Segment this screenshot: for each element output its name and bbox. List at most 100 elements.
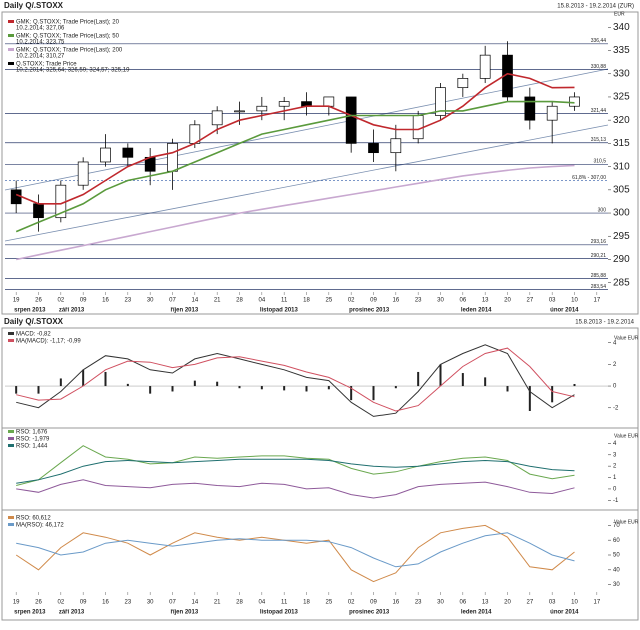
histogram-bar: [461, 373, 464, 387]
panel-subtitle: 15.8.2013 - 19.2.2014: [575, 320, 634, 326]
y-tick-label: -2: [613, 405, 619, 411]
histogram-bar: [573, 383, 576, 387]
x-tick-label: 17: [593, 298, 600, 304]
legend-entry: RSO: 1,676: [16, 430, 48, 436]
series-line: [16, 479, 575, 499]
legend-entry: MA(RSO): 46,172: [16, 523, 64, 529]
x-tick-label: 02: [348, 600, 355, 606]
y-tick-label: 325: [613, 92, 630, 103]
x-group-label: prosinec 2013: [349, 308, 390, 314]
x-tick-label: 02: [57, 600, 64, 606]
y-axis-label: Value EUR: [614, 519, 639, 525]
level-label: 330,88: [591, 64, 607, 70]
y-tick-label: 330: [613, 68, 630, 79]
candle-body: [77, 161, 89, 186]
histogram-bar: [506, 386, 509, 392]
legend-entry: GMK: Q.STOXX; Trade Price(Last); 20: [16, 20, 120, 26]
x-tick-label: 09: [80, 600, 87, 606]
x-tick-label: 28: [236, 298, 243, 304]
x-tick-label: 25: [325, 298, 332, 304]
series-line: [16, 347, 575, 412]
y-tick-label: 0: [613, 384, 617, 390]
y-axis-label: Value EUR: [614, 335, 639, 341]
series-line: [16, 164, 575, 261]
y-tick-label: 335: [613, 45, 630, 56]
x-tick-label: 25: [325, 600, 332, 606]
y-tick-label: 60: [613, 538, 620, 544]
x-tick-label: 23: [124, 298, 131, 304]
x-tick-label: 19: [13, 298, 20, 304]
x-tick-label: 23: [415, 600, 422, 606]
candle-body: [100, 147, 111, 163]
candle-body: [368, 143, 379, 154]
panel-frame: [1, 427, 639, 511]
legend-swatch: [8, 516, 14, 519]
y-tick-label: 310: [613, 161, 630, 172]
x-tick-label: 17: [593, 600, 600, 606]
x-group-label: leden 2014: [461, 610, 492, 616]
histogram-bar: [15, 386, 18, 394]
x-group-label: listopad 2013: [260, 308, 299, 314]
x-tick-label: 28: [236, 600, 243, 606]
histogram-bar: [327, 386, 330, 390]
x-tick-label: 30: [437, 298, 444, 304]
x-tick-label: 09: [80, 298, 87, 304]
histogram-bar: [350, 386, 353, 401]
candle-body: [278, 101, 290, 107]
legend-swatch: [8, 339, 14, 342]
legend-swatch: [8, 332, 14, 335]
y-tick-label: 2: [613, 362, 617, 368]
histogram-bar: [104, 371, 107, 387]
x-tick-label: 20: [504, 600, 511, 606]
y-tick-label: 4: [613, 441, 617, 447]
x-group-label: září 2013: [59, 308, 85, 314]
x-group-label: říjen 2013: [171, 308, 199, 314]
level-label: 310,5: [593, 159, 606, 165]
legend-entry: GMK: Q.STOXX; Trade Price(Last); 200: [16, 48, 123, 54]
candle-body: [323, 96, 335, 107]
level-label: 283,54: [591, 284, 607, 290]
y-tick-label: -1: [613, 498, 619, 504]
x-tick-label: 20: [504, 298, 511, 304]
histogram-bar: [417, 371, 420, 387]
series-line: [16, 532, 575, 568]
series-line: [15, 100, 575, 233]
candle-body: [122, 147, 134, 158]
candle-body: [234, 110, 245, 113]
histogram-bar: [193, 380, 196, 387]
legend-value: 10.2.2014; 327,06: [16, 26, 65, 32]
y-tick-label: 315: [613, 138, 630, 149]
y-tick-label: 295: [613, 231, 630, 242]
histogram-bar: [439, 364, 442, 387]
candle-body: [390, 138, 402, 154]
x-tick-label: 30: [147, 298, 154, 304]
y-tick-label: 340: [613, 22, 630, 33]
x-tick-label: 02: [348, 298, 355, 304]
legend-entry: RSO: 1,444: [16, 444, 48, 450]
x-tick-label: 04: [258, 298, 265, 304]
x-tick-label: 06: [459, 600, 466, 606]
y-axis-label: EUR: [614, 11, 625, 17]
x-tick-label: 26: [35, 600, 42, 606]
legend-value: 10.2.2014; 323,75: [16, 40, 65, 46]
x-tick-label: 16: [102, 298, 109, 304]
y-tick-label: 0: [613, 487, 617, 493]
x-tick-label: 13: [482, 600, 489, 606]
x-tick-label: 10: [571, 600, 578, 606]
trend-line: [4, 68, 609, 191]
histogram-bar: [82, 369, 85, 387]
level-label: 61,8% - 307,00: [572, 175, 606, 181]
x-tick-label: 11: [281, 600, 288, 606]
histogram-bar: [551, 386, 554, 403]
panel-title: Daily Q/.STOXX: [4, 317, 64, 326]
x-tick-label: 23: [415, 298, 422, 304]
legend-entry: MA(MACD): -1,17; -0,99: [16, 339, 81, 345]
histogram-bar: [372, 386, 375, 401]
x-tick-label: 04: [258, 600, 265, 606]
trend-line: [4, 124, 609, 242]
histogram-bar: [238, 386, 241, 389]
series-line: [15, 72, 575, 205]
y-tick-label: 40: [613, 567, 620, 573]
legend-entry: RSO: -1,979: [16, 437, 50, 443]
series-line: [16, 458, 575, 484]
